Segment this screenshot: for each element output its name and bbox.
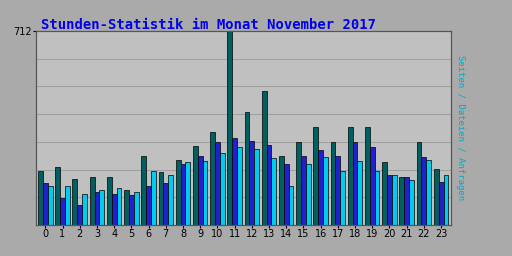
Bar — [404, 177, 409, 225]
Bar — [289, 186, 293, 225]
Bar — [318, 150, 323, 225]
Bar — [73, 179, 77, 225]
Bar — [443, 175, 449, 225]
Bar — [262, 91, 267, 225]
Bar — [220, 153, 225, 225]
Bar — [38, 171, 43, 225]
Bar — [198, 156, 203, 225]
Bar — [439, 182, 443, 225]
Bar — [129, 195, 134, 225]
Bar — [185, 162, 190, 225]
Bar — [245, 112, 249, 225]
Bar — [417, 142, 421, 225]
Bar — [112, 194, 117, 225]
Y-axis label: Seiten / Dateien / Anfragen: Seiten / Dateien / Anfragen — [456, 56, 465, 200]
Bar — [82, 194, 87, 225]
Bar — [267, 145, 271, 225]
Bar — [43, 183, 48, 225]
Bar — [90, 177, 95, 225]
Bar — [313, 127, 318, 225]
Bar — [215, 142, 220, 225]
Bar — [60, 198, 65, 225]
Text: Stunden-Statistik im Monat November 2017: Stunden-Statistik im Monat November 2017 — [41, 18, 376, 32]
Bar — [117, 188, 121, 225]
Bar — [296, 142, 301, 225]
Bar — [348, 127, 353, 225]
Bar — [271, 158, 276, 225]
Bar — [353, 142, 357, 225]
Bar — [95, 193, 99, 225]
Bar — [375, 171, 379, 225]
Bar — [55, 167, 60, 225]
Bar — [134, 193, 139, 225]
Bar — [409, 180, 414, 225]
Bar — [168, 175, 173, 225]
Bar — [306, 164, 311, 225]
Bar — [227, 31, 232, 225]
Bar — [249, 141, 254, 225]
Bar — [365, 127, 370, 225]
Bar — [48, 186, 53, 225]
Bar — [77, 205, 82, 225]
Bar — [181, 164, 185, 225]
Bar — [65, 186, 70, 225]
Bar — [159, 172, 163, 225]
Bar — [99, 190, 104, 225]
Bar — [357, 161, 362, 225]
Bar — [107, 177, 112, 225]
Bar — [399, 177, 404, 225]
Bar — [151, 171, 156, 225]
Bar — [434, 169, 439, 225]
Bar — [279, 156, 284, 225]
Bar — [284, 164, 289, 225]
Bar — [176, 160, 181, 225]
Bar — [237, 147, 242, 225]
Bar — [387, 175, 392, 225]
Bar — [301, 156, 306, 225]
Bar — [193, 146, 198, 225]
Bar — [335, 156, 340, 225]
Bar — [163, 183, 168, 225]
Bar — [331, 142, 335, 225]
Bar — [421, 157, 426, 225]
Bar — [382, 162, 387, 225]
Bar — [203, 161, 207, 225]
Bar — [232, 138, 237, 225]
Bar — [210, 132, 215, 225]
Bar — [141, 156, 146, 225]
Bar — [254, 149, 259, 225]
Bar — [392, 175, 397, 225]
Bar — [340, 171, 345, 225]
Bar — [146, 186, 151, 225]
Bar — [124, 190, 129, 225]
Bar — [426, 160, 431, 225]
Bar — [370, 147, 375, 225]
Bar — [323, 157, 328, 225]
